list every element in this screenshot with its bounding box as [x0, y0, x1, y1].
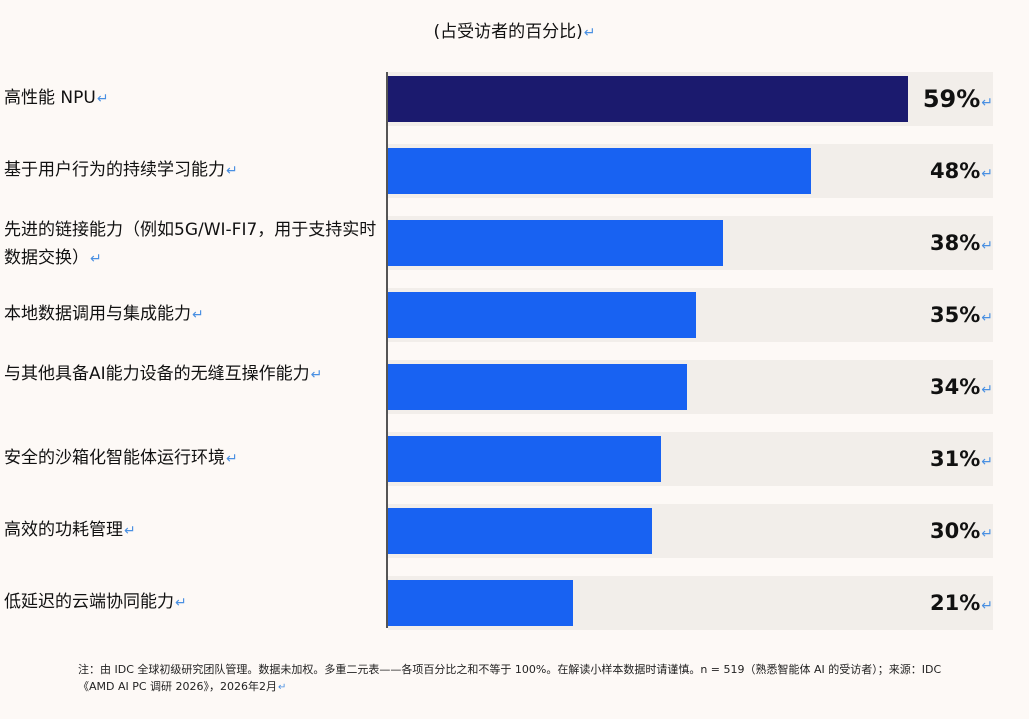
- bar: [388, 292, 696, 338]
- value-label-text: 35%: [930, 303, 981, 327]
- return-mark-icon: ↵: [226, 163, 238, 179]
- category-axis-line: [386, 72, 388, 628]
- category-label-text: 高效的功耗管理: [4, 520, 123, 540]
- bar-track: 59%↵: [388, 72, 993, 126]
- value-label: 38%↵: [930, 216, 993, 270]
- bar-track: 31%↵: [388, 432, 993, 486]
- value-label: 21%↵: [930, 576, 993, 630]
- return-mark-icon: ↵: [310, 367, 323, 383]
- return-mark-icon: ↵: [124, 523, 136, 539]
- bar-track: 21%↵: [388, 576, 993, 630]
- category-label: 与其他具备AI能力设备的无缝互操作能力↵: [4, 360, 382, 389]
- bar: [388, 436, 661, 482]
- value-label: 30%↵: [930, 504, 993, 558]
- bar-track: 35%↵: [388, 288, 993, 342]
- bar: [388, 580, 573, 626]
- category-label-text: 与其他具备AI能力设备的无缝互操作能力: [4, 364, 310, 384]
- footnote-text: 注：由 IDC 全球初级研究团队管理。数据未加权。多重二元表——各项百分比之和不…: [78, 663, 942, 693]
- value-label: 48%↵: [930, 144, 993, 198]
- return-mark-icon: ↵: [981, 598, 993, 614]
- category-label-text: 低延迟的云端协同能力: [4, 592, 174, 612]
- return-mark-icon: ↵: [981, 454, 993, 470]
- value-label: 34%↵: [930, 360, 993, 414]
- category-label-text: 先进的链接能力（例如5G/WI-FI7，用于支持实时数据交换）: [4, 220, 377, 268]
- return-mark-icon: ↵: [981, 382, 993, 398]
- return-mark-icon: ↵: [226, 451, 238, 467]
- bar-track: 34%↵: [388, 360, 993, 414]
- value-label-text: 30%: [930, 519, 981, 543]
- return-mark-icon: ↵: [981, 238, 993, 254]
- return-mark-icon: ↵: [981, 526, 993, 542]
- category-label-text: 安全的沙箱化智能体运行环境: [4, 448, 225, 468]
- value-label: 31%↵: [930, 432, 993, 486]
- bar-track: 48%↵: [388, 144, 993, 198]
- return-mark-icon: ↵: [96, 91, 109, 107]
- bar-track: 30%↵: [388, 504, 993, 558]
- category-label: 先进的链接能力（例如5G/WI-FI7，用于支持实时数据交换）↵: [4, 216, 382, 273]
- category-label-text: 基于用户行为的持续学习能力: [4, 160, 225, 180]
- value-label-text: 34%: [930, 375, 981, 399]
- category-label-text: 本地数据调用与集成能力: [4, 304, 191, 324]
- return-mark-icon: ↵: [278, 682, 287, 693]
- category-label: 高性能 NPU↵: [4, 84, 382, 113]
- value-label-text: 59%: [922, 85, 981, 113]
- return-mark-icon: ↵: [981, 310, 993, 326]
- chart-subtitle: (占受访者的百分比)↵: [0, 17, 1029, 42]
- value-label: 59%↵: [923, 72, 993, 126]
- bar: [388, 76, 908, 122]
- return-mark-icon: ↵: [583, 25, 596, 41]
- bar: [388, 148, 811, 194]
- value-label-text: 48%: [930, 159, 981, 183]
- category-label: 高效的功耗管理↵: [4, 516, 382, 545]
- value-label-text: 31%: [930, 447, 981, 471]
- category-label: 安全的沙箱化智能体运行环境↵: [4, 444, 382, 473]
- value-label-text: 21%: [930, 591, 981, 615]
- subtitle-text: (占受访者的百分比): [433, 22, 583, 42]
- footnote: 注：由 IDC 全球初级研究团队管理。数据未加权。多重二元表——各项百分比之和不…: [78, 661, 948, 696]
- return-mark-icon: ↵: [175, 595, 187, 611]
- return-mark-icon: ↵: [192, 307, 204, 323]
- category-label-text: 高性能 NPU: [4, 88, 96, 108]
- value-label-text: 38%: [930, 231, 981, 255]
- bar: [388, 364, 687, 410]
- return-mark-icon: ↵: [981, 95, 993, 111]
- value-label: 35%↵: [930, 288, 993, 342]
- return-mark-icon: ↵: [90, 251, 102, 267]
- category-label: 基于用户行为的持续学习能力↵: [4, 156, 382, 185]
- category-label: 低延迟的云端协同能力↵: [4, 588, 382, 617]
- bar-track: 38%↵: [388, 216, 993, 270]
- bar: [388, 508, 652, 554]
- return-mark-icon: ↵: [981, 166, 993, 182]
- category-label: 本地数据调用与集成能力↵: [4, 300, 382, 329]
- bar: [388, 220, 723, 266]
